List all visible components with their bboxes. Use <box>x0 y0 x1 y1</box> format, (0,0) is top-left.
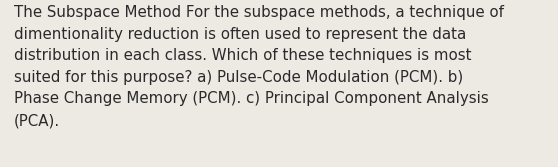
Text: The Subspace Method For the subspace methods, a technique of
dimentionality redu: The Subspace Method For the subspace met… <box>14 5 504 128</box>
